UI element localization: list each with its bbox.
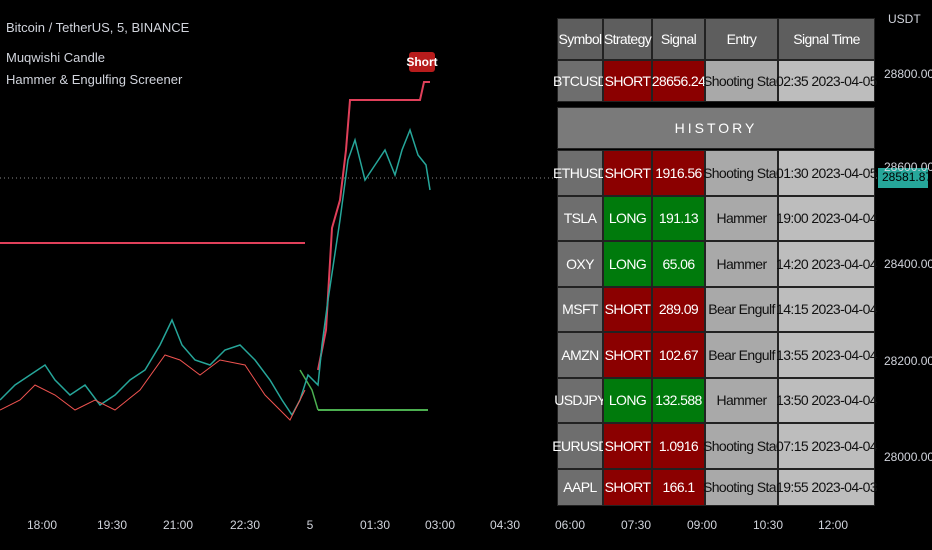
table-cell: 28656.24 — [652, 60, 706, 102]
table-cell: 166.1 — [652, 468, 705, 506]
table-cell: 289.09 — [652, 286, 705, 332]
table-cell: 01:30 2023-04-05 — [776, 150, 878, 196]
time-label: 10:30 — [752, 518, 784, 532]
price-path — [0, 354, 306, 421]
price-label: 28000.00 — [884, 450, 932, 464]
table-cell: USDJPY — [554, 377, 606, 423]
trail-line — [317, 81, 430, 371]
table-cell: 191.13 — [652, 195, 705, 241]
table-cell: SHORT — [603, 332, 652, 378]
table-cell: Hammer — [705, 195, 778, 241]
table-header: Signal Time — [778, 18, 875, 60]
table-cell: SHORT — [603, 60, 652, 102]
table-cell: 19:00 2023-04-04 — [776, 195, 878, 241]
table-cell: Shooting Star — [703, 468, 781, 506]
marker-box — [409, 52, 435, 72]
table-cell: Shooting Star — [703, 150, 781, 196]
table-cell: SHORT — [603, 286, 652, 332]
price-label: 28600.00 — [884, 160, 932, 174]
trail-line — [299, 369, 319, 411]
table-cell: TSLA — [557, 195, 603, 241]
table-header: Strategy — [603, 18, 652, 60]
time-label: 22:30 — [229, 518, 261, 532]
table-cell: 13:55 2023-04-04 — [776, 332, 878, 378]
current-price-box — [878, 168, 928, 188]
time-label: 21:00 — [162, 518, 194, 532]
table-header: Signal — [652, 18, 705, 60]
price-label: 28800.00 — [884, 67, 932, 81]
time-label: 03:00 — [424, 518, 456, 532]
time-label: 09:00 — [686, 518, 718, 532]
time-label: 12:00 — [817, 518, 849, 532]
table-cell: ETHUSD — [553, 150, 608, 196]
table-cell: 07:15 2023-04-04 — [776, 423, 878, 469]
table-cell: 1916.56 — [652, 150, 705, 196]
table-cell: 19:55 2023-04-03 — [776, 468, 878, 506]
time-label: 19:30 — [96, 518, 128, 532]
table-cell: Bear Engulf — [705, 332, 778, 378]
table-cell: Hammer — [705, 241, 778, 287]
table-cell: BTCUSD — [553, 60, 608, 102]
indicator-name: Hammer & Engulfing Screener — [6, 72, 183, 87]
table-cell: SHORT — [603, 468, 652, 506]
signal-marker: Short — [406, 55, 438, 69]
table-cell: LONG — [603, 377, 652, 423]
table-cell: OXY — [557, 241, 603, 287]
table-cell: 02:35 2023-04-05 — [776, 60, 878, 102]
indicator-name: Muqwishi Candle — [6, 50, 105, 65]
table-cell: AAPL — [557, 468, 603, 506]
history-title: HISTORY — [557, 107, 875, 149]
table-cell: SHORT — [603, 150, 652, 196]
currency-label: USDT — [888, 12, 921, 26]
time-label: 5 — [306, 518, 314, 532]
price-label: 28200.00 — [884, 354, 932, 368]
table-cell: 1.0916 — [652, 423, 705, 469]
chart-title: Bitcoin / TetherUS, 5, BINANCE — [6, 20, 190, 35]
table-cell: 65.06 — [652, 241, 705, 287]
time-label: 07:30 — [620, 518, 652, 532]
table-cell: Shooting Star — [703, 60, 781, 102]
table-header: Entry — [705, 18, 778, 60]
table-cell: SHORT — [603, 423, 652, 469]
table-cell: 14:20 2023-04-04 — [776, 241, 878, 287]
current-price: 28581.87 — [882, 170, 932, 184]
table-cell: MSFT — [557, 286, 603, 332]
price-label: 28400.00 — [884, 257, 932, 271]
table-cell: Shooting Star — [703, 423, 781, 469]
table-cell: 14:15 2023-04-04 — [776, 286, 878, 332]
price-path — [0, 127, 431, 417]
time-label: 18:00 — [26, 518, 58, 532]
table-cell: 132.588 — [652, 377, 705, 423]
time-label: 01:30 — [359, 518, 391, 532]
table-cell: EURUSD — [552, 423, 608, 469]
table-header: Symbol — [557, 18, 603, 60]
table-cell: Bear Engulf — [705, 286, 778, 332]
time-label: 04:30 — [489, 518, 521, 532]
table-cell: 102.67 — [652, 332, 705, 378]
table-cell: LONG — [603, 195, 652, 241]
table-cell: Hammer — [705, 377, 778, 423]
table-cell: LONG — [603, 241, 652, 287]
table-cell: AMZN — [557, 332, 603, 378]
table-cell: 13:50 2023-04-04 — [776, 377, 878, 423]
time-label: 06:00 — [554, 518, 586, 532]
